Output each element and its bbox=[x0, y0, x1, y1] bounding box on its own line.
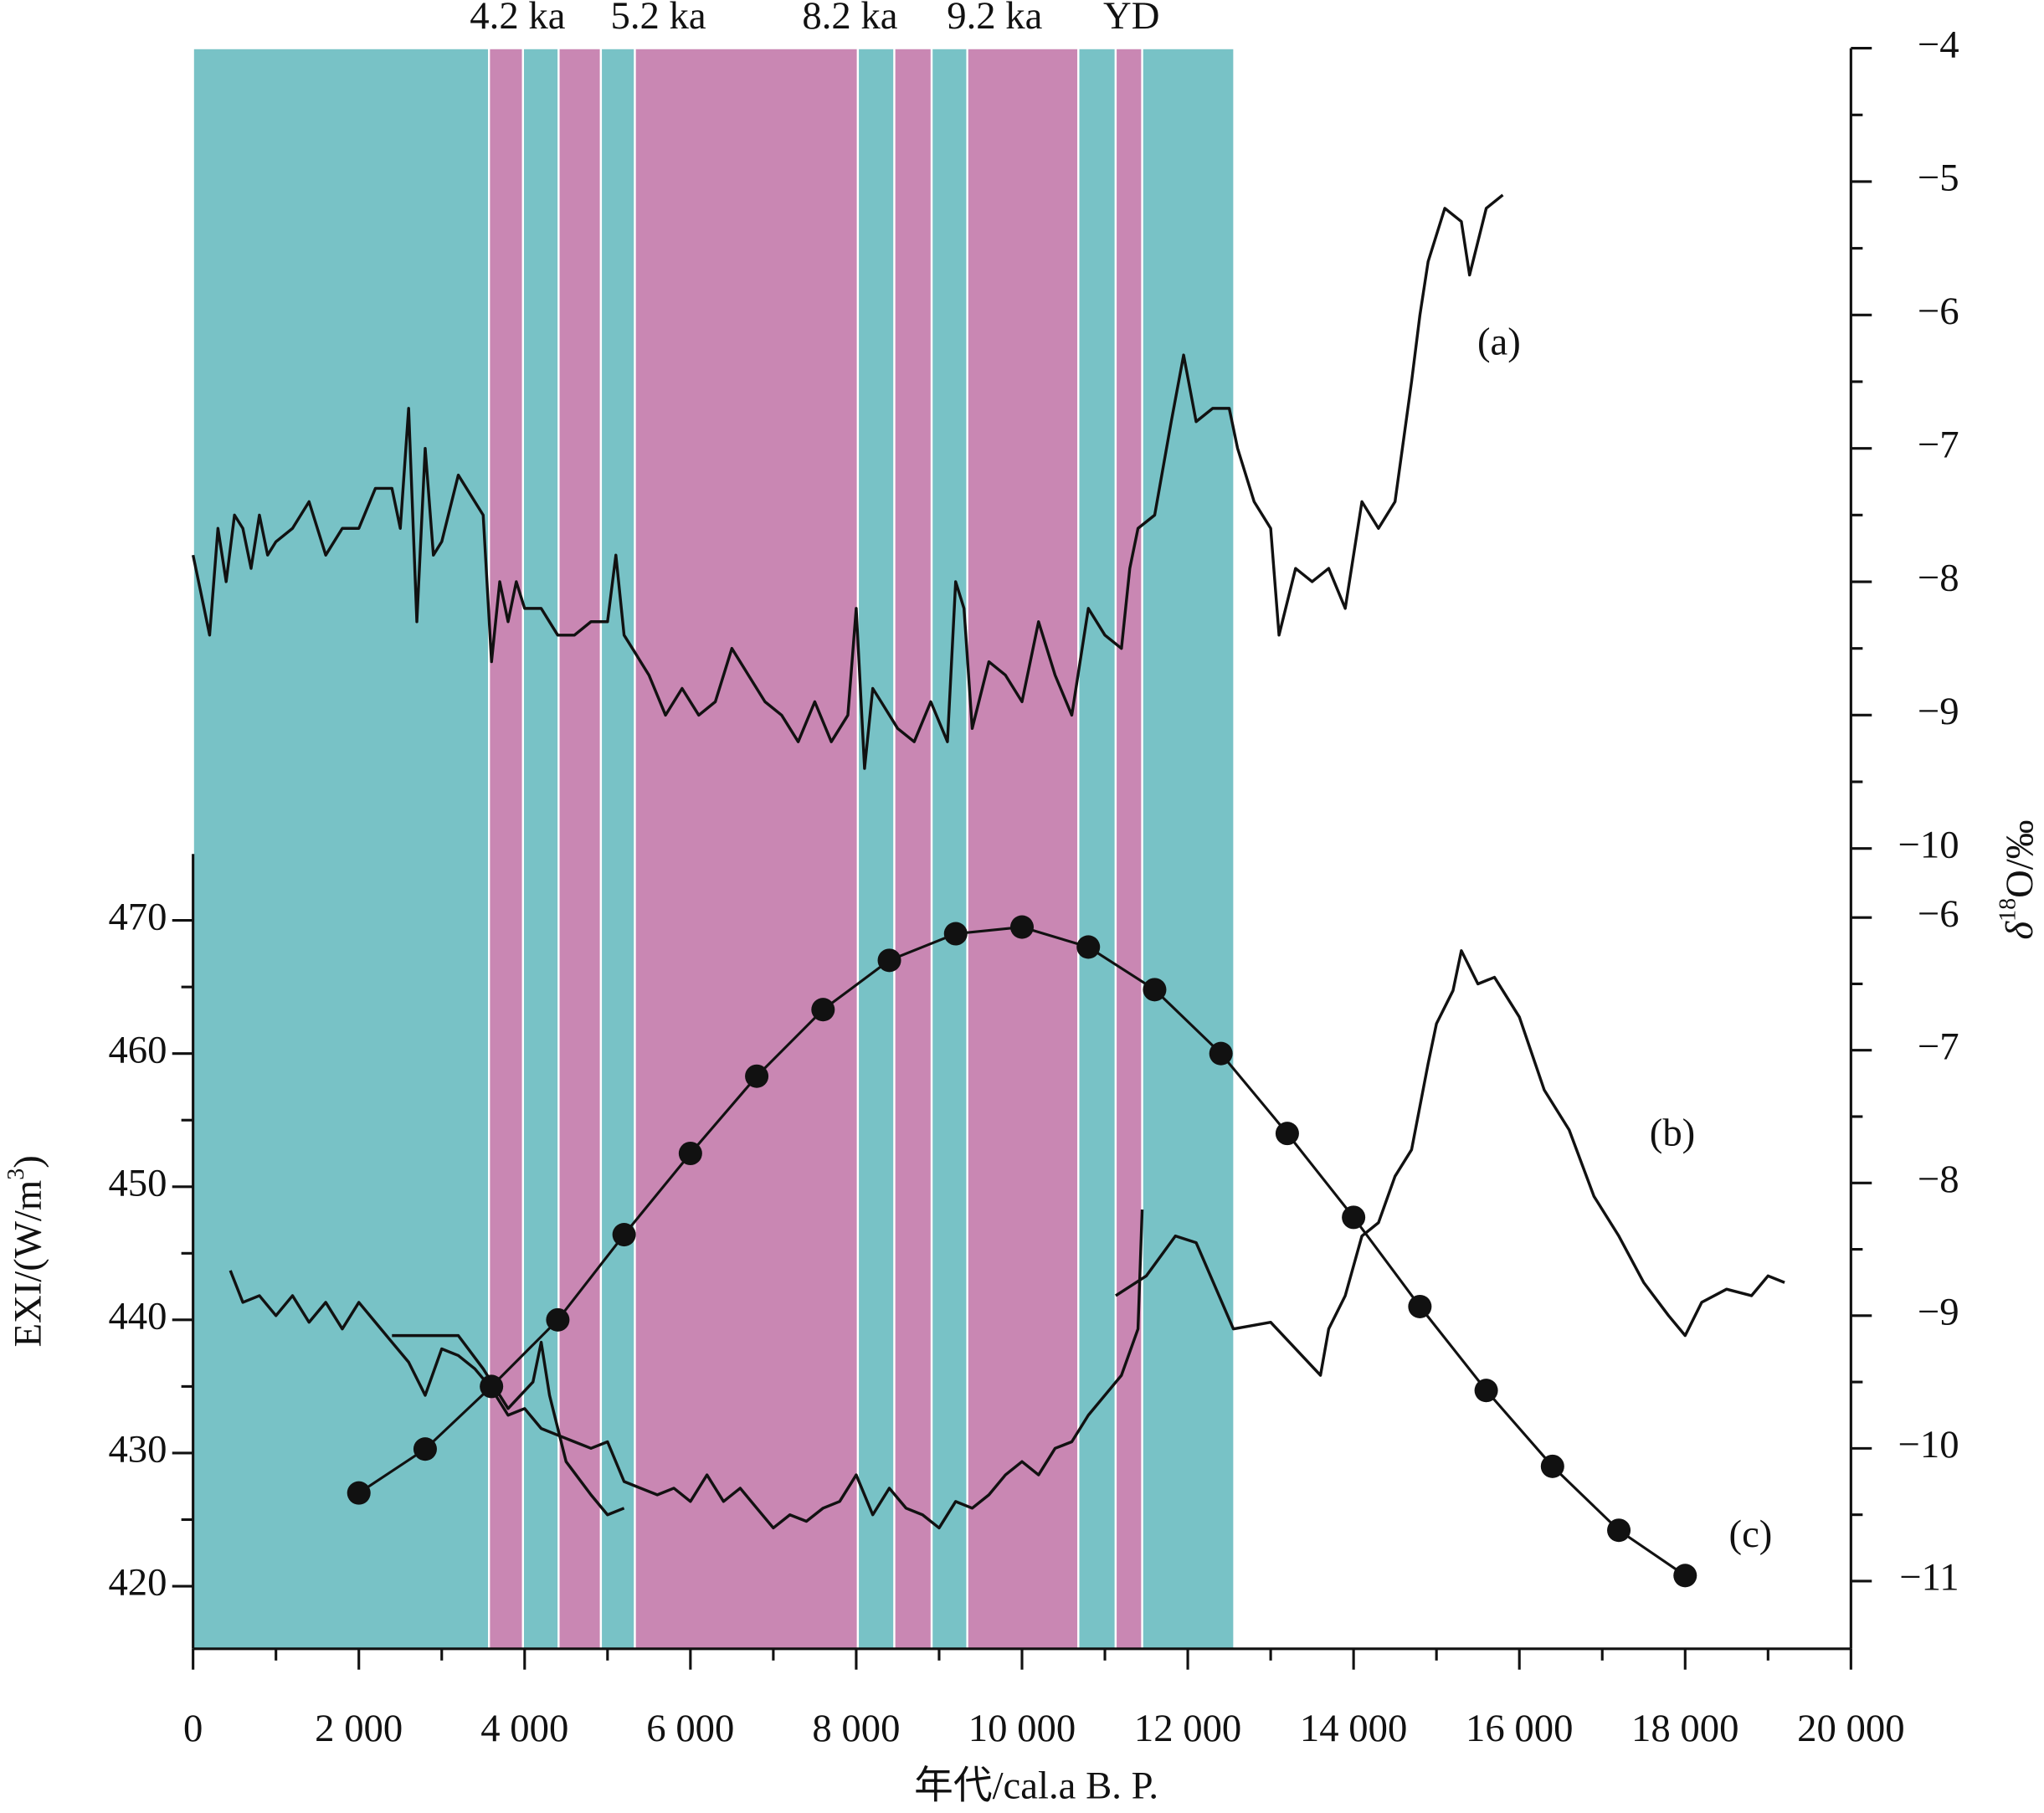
y-tick-label: 450 bbox=[108, 1161, 167, 1204]
curve-label: (b) bbox=[1650, 1112, 1695, 1155]
event-band bbox=[893, 47, 933, 1650]
x-tick-label: 0 bbox=[183, 1707, 203, 1750]
x-tick-label: 18 000 bbox=[1631, 1707, 1738, 1750]
y3-tick-label: −8 bbox=[1918, 1158, 1959, 1201]
y2-tick-label: −9 bbox=[1918, 690, 1959, 733]
y-axis-title-part: ) bbox=[6, 1155, 49, 1168]
y-tick-label: 440 bbox=[108, 1295, 167, 1338]
y-axis-title-part: EXI/(W/m bbox=[6, 1180, 49, 1348]
y-axis-title: EXI/(W/m3) bbox=[3, 1155, 49, 1347]
data-point bbox=[1408, 1294, 1432, 1318]
band-label: 9.2 ka bbox=[947, 0, 1042, 38]
x-tick-label: 4 000 bbox=[480, 1707, 568, 1750]
data-point bbox=[1342, 1205, 1366, 1230]
y-tick-label: 430 bbox=[108, 1428, 167, 1471]
y2-axis-title: δ18O/‰ bbox=[1995, 820, 2041, 940]
curve-label: (a) bbox=[1477, 320, 1521, 363]
data-point bbox=[1673, 1564, 1697, 1588]
y2-tick-label: −7 bbox=[1918, 423, 1959, 466]
data-point bbox=[1209, 1041, 1233, 1066]
data-point bbox=[1275, 1122, 1299, 1146]
data-line bbox=[229, 1209, 1144, 1530]
data-point bbox=[612, 1223, 636, 1247]
data-point bbox=[347, 1481, 371, 1505]
band-label: 4.2 ka bbox=[470, 0, 565, 38]
data-point bbox=[745, 1064, 769, 1088]
x-tick-label: 20 000 bbox=[1797, 1707, 1904, 1750]
data-point bbox=[1143, 978, 1167, 1002]
event-band bbox=[1114, 47, 1143, 1650]
y2-axis-title-part: O/‰ bbox=[1998, 820, 2041, 898]
data-point bbox=[1076, 935, 1101, 959]
event-band bbox=[488, 47, 524, 1650]
y-tick-label: 460 bbox=[108, 1028, 167, 1071]
event-band bbox=[1077, 47, 1117, 1650]
y-tick-label: 420 bbox=[108, 1561, 167, 1605]
x-tick-label: 12 000 bbox=[1134, 1707, 1241, 1750]
data-line bbox=[191, 193, 1504, 770]
y3-tick-label: −6 bbox=[1918, 892, 1959, 936]
y2-tick-label: −10 bbox=[1898, 823, 1959, 866]
event-band bbox=[599, 47, 636, 1650]
data-line bbox=[1115, 949, 1785, 1377]
band-label: 8.2 ka bbox=[802, 0, 897, 38]
event-band bbox=[634, 47, 860, 1650]
data-point bbox=[1540, 1454, 1564, 1478]
data-point bbox=[877, 948, 901, 973]
event-band bbox=[557, 47, 603, 1650]
data-line bbox=[392, 1333, 625, 1517]
y-tick-label: 470 bbox=[108, 895, 167, 938]
y2-tick-label: −5 bbox=[1918, 157, 1959, 200]
data-point bbox=[943, 922, 968, 946]
y3-tick-label: −10 bbox=[1898, 1423, 1959, 1466]
y2-tick-label: −6 bbox=[1918, 290, 1959, 333]
y3-tick-label: −11 bbox=[1899, 1556, 1959, 1600]
curve-label: (c) bbox=[1729, 1513, 1773, 1556]
data-point bbox=[1607, 1518, 1631, 1543]
data-point bbox=[1009, 915, 1035, 939]
data-point bbox=[480, 1374, 504, 1399]
event-band bbox=[930, 47, 968, 1650]
y2-tick-label: −4 bbox=[1918, 23, 1959, 66]
x-axis-title: 年代/cal.a B. P. bbox=[914, 1764, 1158, 1808]
y3-tick-label: −9 bbox=[1918, 1291, 1959, 1334]
event-band bbox=[966, 47, 1080, 1650]
x-tick-label: 2 000 bbox=[315, 1707, 403, 1750]
y-axis-title-sup: 3 bbox=[3, 1168, 29, 1180]
y3-tick-label: −7 bbox=[1918, 1025, 1959, 1068]
x-tick-label: 14 000 bbox=[1300, 1707, 1407, 1750]
data-point bbox=[413, 1437, 437, 1461]
band-label: 5.2 ka bbox=[610, 0, 706, 38]
y2-axis-title-sup: 18 bbox=[1995, 898, 2021, 922]
data-point bbox=[546, 1307, 570, 1332]
y2-tick-label: −8 bbox=[1918, 557, 1959, 600]
data-point bbox=[811, 998, 835, 1022]
event-band bbox=[192, 47, 490, 1650]
data-point bbox=[1474, 1379, 1498, 1403]
x-tick-label: 8 000 bbox=[812, 1707, 900, 1750]
event-band bbox=[521, 47, 560, 1650]
y2-axis-title-part: δ bbox=[1998, 921, 2041, 940]
x-tick-label: 10 000 bbox=[968, 1707, 1076, 1750]
band-label: YD bbox=[1103, 0, 1159, 38]
data-point bbox=[678, 1141, 702, 1166]
x-tick-label: 16 000 bbox=[1466, 1707, 1573, 1750]
event-band bbox=[856, 47, 896, 1650]
event-band bbox=[1141, 47, 1235, 1650]
x-tick-label: 6 000 bbox=[646, 1707, 734, 1750]
